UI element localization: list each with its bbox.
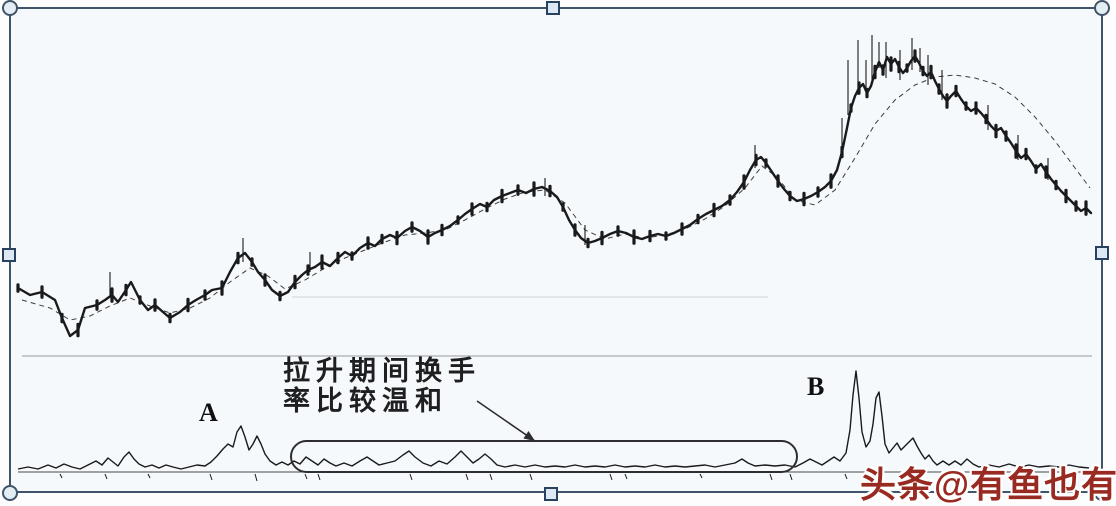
selection-handle-left-middle[interactable] — [2, 248, 16, 262]
selection-handle-top-left[interactable] — [2, 0, 18, 16]
selection-handle-bottom-right[interactable] — [1094, 485, 1110, 501]
label-b: B — [807, 372, 825, 401]
image-frame — [9, 7, 1103, 493]
callout-arrow — [476, 400, 536, 442]
selection-handle-top-middle[interactable] — [546, 1, 560, 15]
volume-line — [17, 370, 1090, 470]
candle-wicks — [109, 35, 1049, 296]
watermark-text: 头条@有鱼也有渔 — [860, 464, 1116, 505]
callout-line-1: 拉升期间换手 — [283, 356, 481, 386]
selection-handle-top-right[interactable] — [1094, 0, 1110, 16]
moving-average-line — [21, 74, 1091, 321]
callout-line-2: 率比较温和 — [283, 386, 448, 417]
selection-handle-bottom-middle[interactable] — [544, 487, 558, 501]
selection-handle-right-middle[interactable] — [1095, 246, 1109, 260]
price-line — [16, 54, 1093, 338]
annotation-callout: 拉升期间换手 率比较温和 — [283, 356, 481, 416]
label-a: A — [199, 398, 218, 427]
highlight-oval — [290, 440, 798, 473]
callout-arrowhead — [523, 431, 535, 441]
volume-under-ticks — [59, 473, 1063, 482]
selection-handle-bottom-left[interactable] — [2, 485, 18, 501]
